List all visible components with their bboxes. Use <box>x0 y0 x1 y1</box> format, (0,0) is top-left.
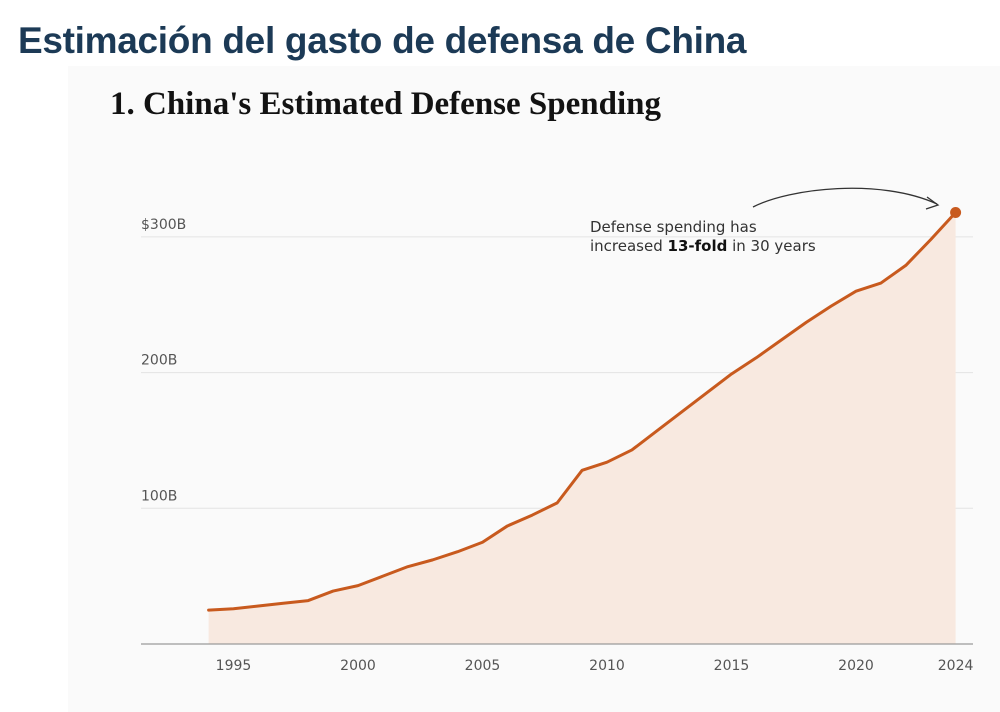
chart-title: 1. China's Estimated Defense Spending <box>110 86 661 122</box>
y-tick-label: 200B <box>141 353 177 369</box>
data-points <box>950 206 962 218</box>
y-axis-ticks: 100B 200B $300B <box>141 217 186 504</box>
annotation-bold-text: 13-fold <box>667 237 728 255</box>
arrowhead-icon <box>925 196 940 210</box>
page-title: Estimación del gasto de defensa de China <box>18 20 747 61</box>
x-tick-label: 2015 <box>714 658 750 674</box>
y-tick-label: $300B <box>141 217 186 233</box>
x-tick-label: 2024 <box>938 658 974 674</box>
x-tick-label: 2020 <box>838 658 874 674</box>
x-tick-label: 1995 <box>216 658 252 674</box>
y-tick-label: 100B <box>141 488 177 504</box>
x-tick-label: 2005 <box>465 658 501 674</box>
annotation-text-part: Defense spending has increased <box>590 218 757 255</box>
x-axis-ticks: 1995 2000 2005 2010 2015 2020 2024 <box>216 658 974 674</box>
annotation-text: Defense spending has increased 13-fold i… <box>590 218 830 256</box>
x-tick-label: 2000 <box>340 658 376 674</box>
annotation-text-part: in 30 years <box>727 237 816 255</box>
endpoint-marker <box>950 206 962 218</box>
annotation-arrow-icon <box>752 187 938 208</box>
series-line <box>207 210 958 612</box>
area-fill <box>208 212 956 644</box>
x-tick-label: 2010 <box>589 658 625 674</box>
